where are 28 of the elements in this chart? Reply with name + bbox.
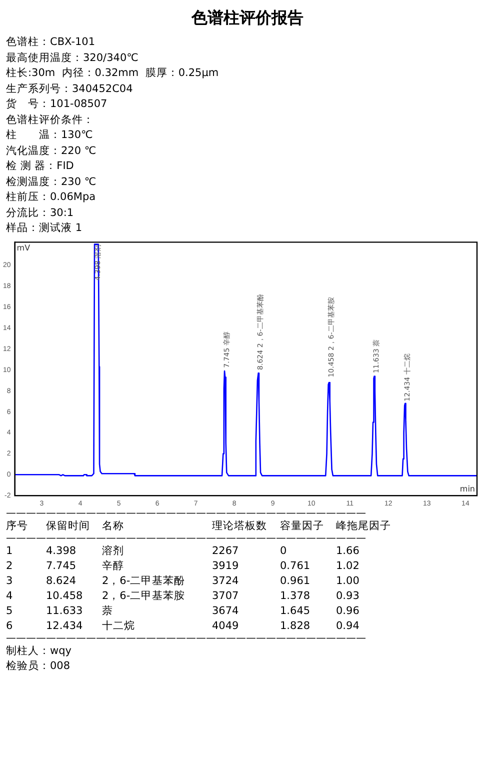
text: 柱 温：130℃ <box>5 128 94 143</box>
x-axis-title: min <box>460 484 475 494</box>
text: 色谱柱：CBX-101 <box>5 35 96 50</box>
text: 序号 保留时间 名称 理论塔板数 容量因子 峰拖尾因子 <box>6 520 391 532</box>
text: ———————————————————————————————————— <box>5 532 367 544</box>
text: 汽化温度：220 ℃ <box>5 144 98 158</box>
chart-title: 色谱柱评价报告 <box>190 8 304 29</box>
text: 3 8.624 2，6-二甲基苯酚 3724 0.961 1.00 <box>6 574 360 586</box>
text: 4 10.458 2，6-二甲基苯胺 3707 1.378 0.93 <box>6 590 360 602</box>
text: 6 12.434 十二烷 4049 1.828 0.94 <box>6 620 360 632</box>
text: 5 11.633 萘 3674 1.645 0.96 <box>6 604 360 616</box>
text: 检测温度：230 ℃ <box>5 174 98 190</box>
text: 分流比：30:1 <box>5 206 75 220</box>
text: 1 4.398 溶剂 2267 0 1.66 <box>6 544 360 556</box>
text: 最高使用温度：320/340℃ <box>5 50 140 66</box>
text: 生产系列号：340452C04 <box>5 82 134 96</box>
text: 检 测 器：FID <box>5 159 75 174</box>
y-axis-title: mV <box>16 242 31 252</box>
text: 2 7.745 辛醇 3919 0.761 1.02 <box>6 560 360 572</box>
text: 色谱柱评价条件： <box>5 112 95 128</box>
text: 制柱人：wqy <box>5 644 72 658</box>
text: 检验员：008 <box>5 659 72 674</box>
text: 柱长:30m 内径：0.32mm 膜厚：0.25μm <box>5 66 220 81</box>
text: 样品：测试液 1 <box>5 221 84 236</box>
text: 柱前压：0.06Mpa <box>5 190 97 205</box>
text: ———————————————————————————————————— <box>5 632 367 644</box>
text: 货 号：101-08507 <box>5 97 108 112</box>
text: ———————————————————————————————————— <box>5 508 367 518</box>
